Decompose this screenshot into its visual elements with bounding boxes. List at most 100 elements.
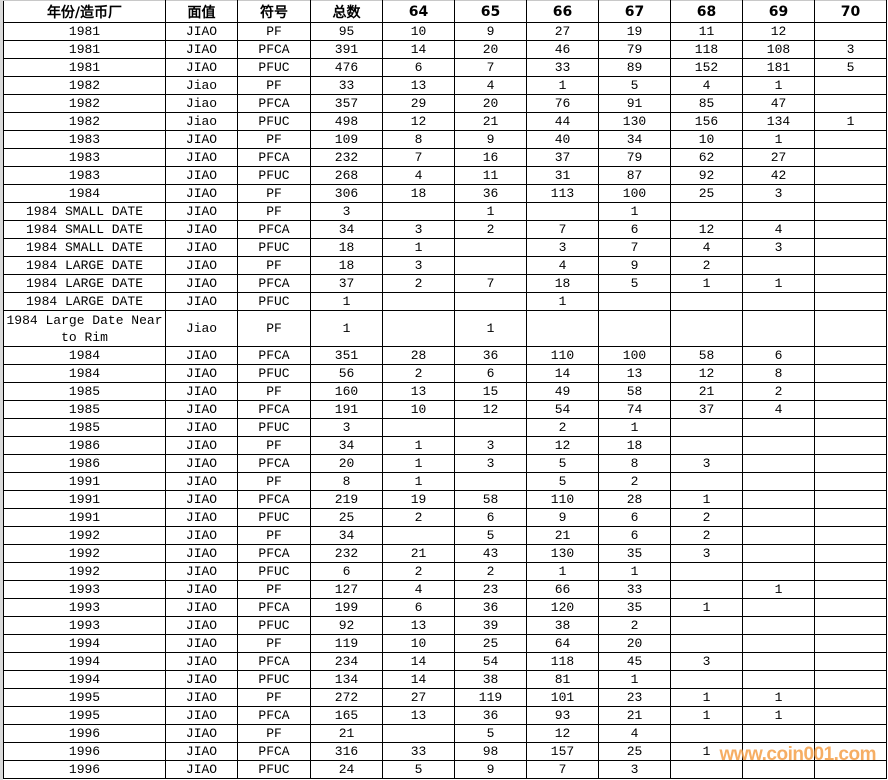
cell-grade-68[interactable]: 12 [670,220,743,239]
cell-grade-symbol[interactable]: PFCA [237,544,311,563]
cell-grade-66[interactable]: 18 [526,274,599,293]
cell-year-mint[interactable]: 1994 [3,652,166,671]
cell-grade-67[interactable]: 8 [598,454,671,473]
cell-denomination[interactable]: JIAO [165,148,238,167]
cell-grade-68[interactable]: 4 [670,238,743,257]
cell-grade-64[interactable]: 1 [382,454,455,473]
header-grade-67[interactable]: 67 [598,0,671,23]
cell-grade-66[interactable]: 118 [526,652,599,671]
cell-denomination[interactable]: JIAO [165,58,238,77]
cell-grade-66[interactable]: 81 [526,670,599,689]
cell-grade-70[interactable] [814,760,887,779]
cell-grade-69[interactable]: 4 [742,220,815,239]
cell-grade-70[interactable] [814,436,887,455]
cell-grade-64[interactable]: 14 [382,40,455,59]
cell-grade-66[interactable]: 1 [526,562,599,581]
cell-year-mint[interactable]: 1985 [3,400,166,419]
cell-total[interactable]: 232 [310,544,383,563]
cell-grade-symbol[interactable]: PFCA [237,454,311,473]
cell-grade-67[interactable]: 45 [598,652,671,671]
cell-total[interactable]: 199 [310,598,383,617]
cell-grade-70[interactable] [814,310,887,347]
cell-grade-symbol[interactable]: PFUC [237,508,311,527]
cell-grade-64[interactable]: 28 [382,346,455,365]
cell-grade-65[interactable]: 3 [454,436,527,455]
cell-denomination[interactable]: JIAO [165,220,238,239]
cell-year-mint[interactable]: 1981 [3,22,166,41]
cell-year-mint[interactable]: 1996 [3,742,166,761]
cell-grade-67[interactable]: 21 [598,706,671,725]
cell-grade-68[interactable]: 1 [670,598,743,617]
cell-total[interactable]: 234 [310,652,383,671]
cell-grade-64[interactable]: 12 [382,112,455,131]
cell-year-mint[interactable]: 1982 [3,76,166,95]
cell-grade-68[interactable]: 118 [670,40,743,59]
header-grade-68[interactable]: 68 [670,0,743,23]
cell-grade-symbol[interactable]: PF [237,130,311,149]
cell-grade-69[interactable]: 27 [742,148,815,167]
cell-grade-69[interactable] [742,292,815,311]
cell-grade-68[interactable]: 1 [670,274,743,293]
cell-denomination[interactable]: JIAO [165,22,238,41]
cell-grade-64[interactable]: 10 [382,634,455,653]
cell-grade-64[interactable]: 4 [382,166,455,185]
cell-denomination[interactable]: JIAO [165,742,238,761]
cell-grade-symbol[interactable]: PFUC [237,616,311,635]
header-denomination[interactable]: 面值 [165,0,238,23]
cell-grade-65[interactable]: 20 [454,40,527,59]
cell-grade-67[interactable]: 6 [598,508,671,527]
cell-grade-64[interactable]: 21 [382,544,455,563]
cell-year-mint[interactable]: 1984 LARGE DATE [3,256,166,275]
cell-grade-64[interactable]: 14 [382,652,455,671]
cell-grade-68[interactable]: 3 [670,652,743,671]
cell-grade-67[interactable]: 5 [598,274,671,293]
cell-grade-69[interactable]: 181 [742,58,815,77]
cell-grade-66[interactable]: 120 [526,598,599,617]
cell-grade-65[interactable]: 36 [454,184,527,203]
cell-grade-65[interactable] [454,472,527,491]
cell-grade-69[interactable]: 1 [742,580,815,599]
cell-grade-65[interactable]: 12 [454,400,527,419]
cell-denomination[interactable]: JIAO [165,544,238,563]
cell-grade-65[interactable] [454,418,527,437]
cell-grade-66[interactable]: 54 [526,400,599,419]
cell-denomination[interactable]: JIAO [165,526,238,545]
cell-grade-symbol[interactable]: PF [237,436,311,455]
cell-year-mint[interactable]: 1982 [3,94,166,113]
cell-grade-66[interactable]: 27 [526,22,599,41]
cell-grade-69[interactable] [742,418,815,437]
cell-grade-67[interactable]: 89 [598,58,671,77]
cell-grade-70[interactable] [814,130,887,149]
cell-grade-67[interactable]: 6 [598,526,671,545]
cell-grade-69[interactable] [742,652,815,671]
cell-grade-69[interactable]: 12 [742,22,815,41]
cell-grade-66[interactable]: 1 [526,76,599,95]
cell-grade-symbol[interactable]: PFUC [237,670,311,689]
cell-total[interactable]: 92 [310,616,383,635]
cell-year-mint[interactable]: 1996 [3,724,166,743]
cell-grade-symbol[interactable]: PFUC [237,292,311,311]
cell-grade-70[interactable] [814,508,887,527]
cell-year-mint[interactable]: 1981 [3,40,166,59]
cell-total[interactable]: 191 [310,400,383,419]
cell-total[interactable]: 127 [310,580,383,599]
cell-grade-67[interactable]: 5 [598,76,671,95]
cell-grade-68[interactable]: 1 [670,706,743,725]
cell-total[interactable]: 33 [310,76,383,95]
cell-grade-70[interactable] [814,184,887,203]
cell-grade-70[interactable] [814,688,887,707]
header-grade-70[interactable]: 70 [814,0,887,23]
cell-denomination[interactable]: JIAO [165,508,238,527]
cell-grade-68[interactable]: 25 [670,184,743,203]
cell-grade-64[interactable]: 10 [382,22,455,41]
cell-grade-70[interactable] [814,274,887,293]
cell-grade-66[interactable]: 7 [526,220,599,239]
cell-grade-symbol[interactable]: PF [237,580,311,599]
cell-grade-66[interactable]: 44 [526,112,599,131]
cell-grade-70[interactable] [814,418,887,437]
cell-grade-64[interactable]: 2 [382,364,455,383]
cell-grade-68[interactable]: 11 [670,22,743,41]
cell-total[interactable]: 34 [310,436,383,455]
cell-grade-65[interactable]: 25 [454,634,527,653]
cell-grade-70[interactable] [814,544,887,563]
